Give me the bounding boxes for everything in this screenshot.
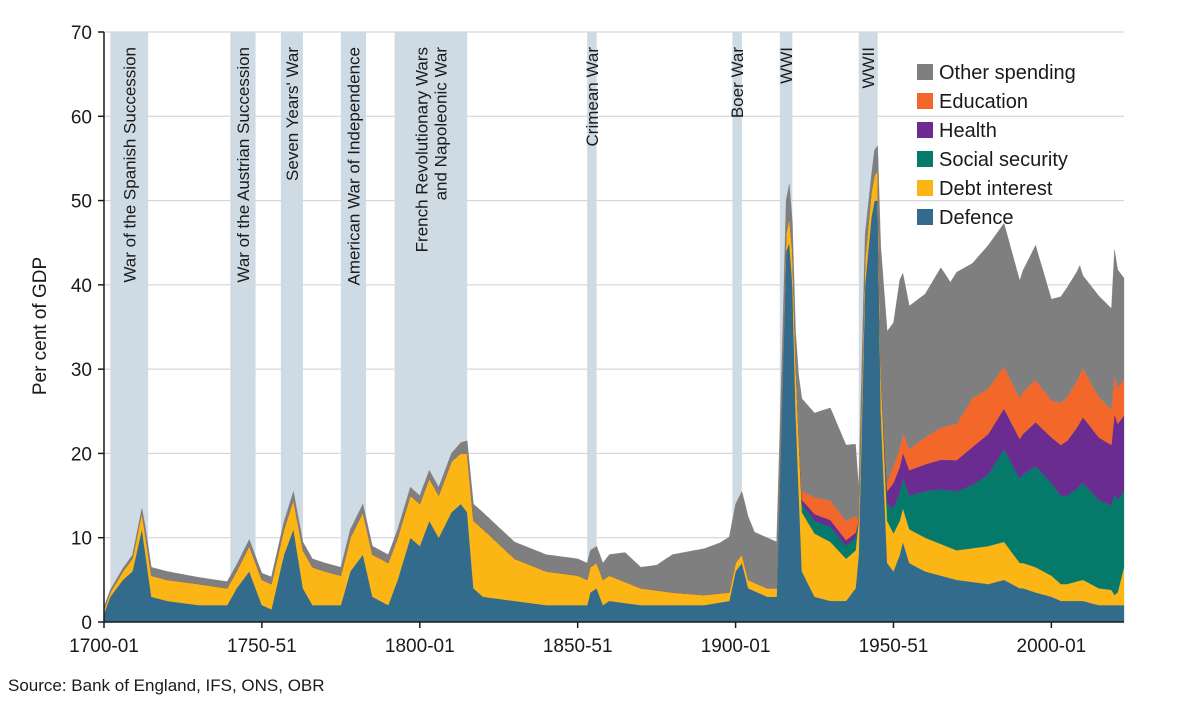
x-tick-label-1800: 1800-01 — [385, 636, 455, 657]
war-label-4: French Revolutionary Warsand Napoleonic … — [412, 47, 450, 253]
gridlines — [104, 31, 1124, 539]
source-note: Source: Bank of England, IFS, ONS, OBR — [8, 676, 325, 695]
x-tick-label-1950: 1950-51 — [859, 636, 929, 657]
legend-label-health: Health — [939, 120, 997, 142]
war-label-2: Seven Years' War — [283, 47, 302, 181]
y-tick-labels: 0 10 20 30 40 50 60 70 — [71, 23, 92, 634]
axes — [98, 31, 1124, 628]
legend-label-other-spending: Other spending — [939, 62, 1076, 84]
legend: Other spending Education Health Social secu… — [917, 62, 1076, 229]
area-other-spending — [103, 145, 1125, 610]
legend-swatch-defence — [917, 209, 933, 225]
x-tick-labels: 1700-01 1750-51 1800-01 1850-51 1900-01 1950-… — [69, 636, 1086, 657]
legend-swatch-other-spending — [917, 64, 933, 80]
legend-label-debt-interest: Debt interest — [939, 178, 1053, 200]
x-tick-label-1750: 1750-51 — [227, 636, 297, 657]
y-tick-label-50: 50 — [71, 192, 92, 213]
legend-swatch-health — [917, 122, 933, 138]
x-tick-label-1700: 1700-01 — [69, 636, 139, 657]
war-band-5 — [587, 32, 597, 622]
war-labels: War of the Spanish Succession War of the … — [120, 47, 878, 286]
y-tick-label-40: 40 — [71, 276, 92, 297]
war-label-5: Crimean War — [583, 47, 602, 147]
y-tick-label-20: 20 — [71, 444, 92, 465]
war-label-0: War of the Spanish Succession — [120, 47, 139, 283]
war-label-8: WWII — [859, 47, 878, 89]
x-tick-label-1900: 1900-01 — [701, 636, 771, 657]
war-label-3: American War of Independence — [344, 47, 363, 285]
war-band-6 — [732, 32, 742, 622]
legend-label-defence: Defence — [939, 207, 1014, 229]
y-tick-label-60: 60 — [71, 107, 92, 128]
legend-swatch-social-security — [917, 151, 933, 167]
x-tick-label-2000: 2000-01 — [1017, 636, 1087, 657]
x-tick-label-1850: 1850-51 — [543, 636, 613, 657]
y-tick-label-0: 0 — [81, 613, 92, 634]
y-tick-label-70: 70 — [71, 23, 92, 44]
war-label-6: Boer War — [728, 47, 747, 119]
legend-swatch-debt-interest — [917, 180, 933, 196]
war-label-1: War of the Austrian Succession — [234, 47, 253, 283]
legend-swatch-education — [917, 93, 933, 109]
war-band-2 — [280, 32, 303, 622]
legend-label-social-security: Social security — [939, 149, 1068, 171]
y-tick-label-10: 10 — [71, 529, 92, 550]
war-label-7: WWI — [777, 47, 796, 84]
y-axis-label: Per cent of GDP — [30, 257, 51, 395]
y-tick-label-30: 30 — [71, 360, 92, 381]
legend-label-education: Education — [939, 91, 1028, 113]
war-band-1 — [230, 32, 256, 622]
